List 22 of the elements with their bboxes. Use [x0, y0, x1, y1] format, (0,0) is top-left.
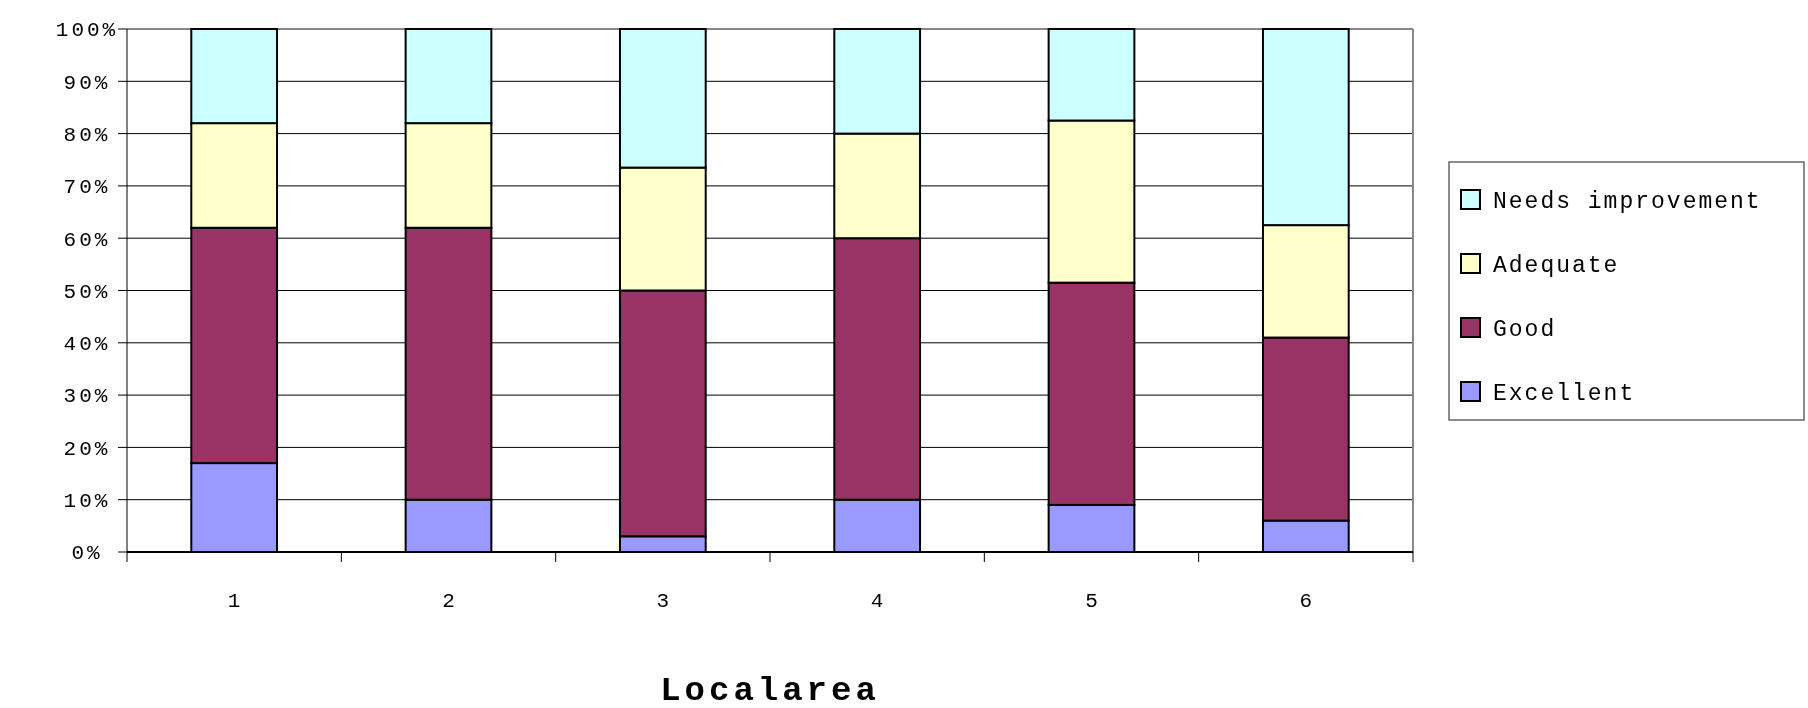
legend-label: Adequate	[1493, 253, 1620, 280]
y-tick-label: 60%	[63, 228, 111, 252]
y-tick-label: 0%	[71, 542, 103, 566]
y-tick-label: 20%	[63, 437, 111, 461]
y-tick-label: 40%	[63, 333, 111, 357]
y-tick-label: 70%	[63, 176, 111, 200]
y-tick-label: 50%	[63, 280, 111, 304]
legend-label: Excellent	[1493, 381, 1636, 408]
x-tick-label: 4	[870, 590, 884, 613]
x-tick-label: 3	[656, 590, 670, 613]
x-tick-label: 5	[1085, 590, 1098, 613]
y-tick-label: 90%	[63, 71, 111, 95]
y-tick-label: 30%	[63, 385, 111, 409]
x-tick-label: 1	[227, 590, 241, 613]
y-tick-label: 10%	[63, 490, 111, 514]
x-axis-title: Localarea	[660, 672, 880, 708]
y-tick-label: 80%	[63, 123, 111, 147]
y-tick-label: 100%	[55, 19, 119, 43]
x-tick-label: 6	[1299, 590, 1313, 613]
legend-label: Good	[1493, 317, 1557, 344]
x-tick-label: 2	[442, 590, 455, 613]
legend-label: Needs improvement	[1493, 189, 1762, 216]
